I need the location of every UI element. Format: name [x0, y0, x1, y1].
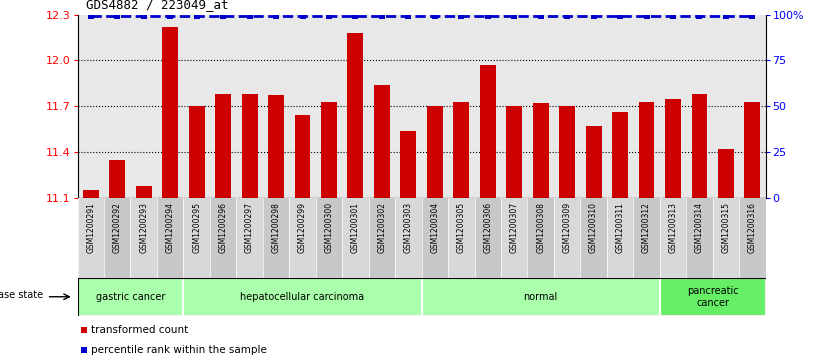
Bar	[739, 198, 766, 278]
Bar	[321, 102, 337, 198]
Bar	[395, 198, 422, 278]
Bar	[78, 278, 183, 316]
Bar	[533, 103, 549, 198]
Bar	[342, 198, 369, 278]
Bar	[104, 198, 130, 278]
Bar	[422, 198, 448, 278]
Text: GSM1200298: GSM1200298	[272, 202, 280, 253]
Text: GSM1200291: GSM1200291	[86, 202, 95, 253]
Text: GSM1200306: GSM1200306	[483, 202, 492, 253]
Bar	[713, 198, 739, 278]
Bar	[527, 198, 554, 278]
Bar	[183, 198, 210, 278]
Bar	[188, 106, 204, 198]
Text: GSM1200296: GSM1200296	[219, 202, 228, 253]
Bar	[665, 98, 681, 198]
Text: GDS4882 / 223049_at: GDS4882 / 223049_at	[86, 0, 229, 11]
Bar	[448, 198, 475, 278]
Bar	[242, 94, 258, 198]
Text: GSM1200297: GSM1200297	[245, 202, 254, 253]
Text: gastric cancer: gastric cancer	[96, 292, 165, 302]
Bar	[236, 198, 263, 278]
Text: GSM1200308: GSM1200308	[536, 202, 545, 253]
Text: transformed count: transformed count	[91, 325, 188, 335]
Text: GSM1200311: GSM1200311	[615, 202, 625, 253]
Bar	[607, 198, 633, 278]
Text: GSM1200313: GSM1200313	[669, 202, 677, 253]
Bar	[400, 131, 416, 198]
Text: GSM1200316: GSM1200316	[748, 202, 757, 253]
Text: GSM1200294: GSM1200294	[166, 202, 174, 253]
Text: GSM1200309: GSM1200309	[563, 202, 571, 253]
Bar	[745, 102, 761, 198]
Text: GSM1200302: GSM1200302	[378, 202, 386, 253]
Text: GSM1200314: GSM1200314	[695, 202, 704, 253]
Bar	[263, 198, 289, 278]
Bar	[294, 115, 310, 198]
Bar	[559, 106, 575, 198]
Bar	[612, 112, 628, 198]
Bar	[78, 198, 104, 278]
Text: GSM1200312: GSM1200312	[642, 202, 651, 253]
Bar	[585, 126, 601, 198]
Bar	[454, 102, 470, 198]
Text: GSM1200304: GSM1200304	[430, 202, 440, 253]
Text: disease state: disease state	[0, 290, 43, 300]
Text: percentile rank within the sample: percentile rank within the sample	[91, 345, 267, 355]
Text: pancreatic
cancer: pancreatic cancer	[687, 286, 738, 307]
Bar	[660, 278, 766, 316]
Bar	[215, 94, 231, 198]
Bar	[475, 198, 501, 278]
Bar	[136, 185, 152, 198]
Bar	[506, 106, 522, 198]
Bar	[580, 198, 607, 278]
Text: GSM1200305: GSM1200305	[457, 202, 465, 253]
Bar	[109, 160, 125, 198]
Text: GSM1200310: GSM1200310	[589, 202, 598, 253]
Bar	[633, 198, 660, 278]
Bar	[480, 65, 495, 198]
Text: GSM1200303: GSM1200303	[404, 202, 413, 253]
Bar	[210, 198, 236, 278]
Text: GSM1200292: GSM1200292	[113, 202, 122, 253]
Text: GSM1200300: GSM1200300	[324, 202, 334, 253]
Bar	[639, 102, 655, 198]
Bar	[686, 198, 713, 278]
Bar	[183, 278, 421, 316]
Bar	[268, 95, 284, 198]
Bar	[348, 33, 364, 198]
Text: GSM1200301: GSM1200301	[351, 202, 360, 253]
Text: GSM1200299: GSM1200299	[298, 202, 307, 253]
Bar	[130, 198, 157, 278]
Bar	[718, 149, 734, 198]
Bar	[369, 198, 395, 278]
Text: GSM1200295: GSM1200295	[192, 202, 201, 253]
Bar	[157, 198, 183, 278]
Text: normal: normal	[524, 292, 558, 302]
Bar	[374, 85, 389, 198]
Bar	[83, 190, 98, 198]
Bar	[501, 198, 527, 278]
Bar	[289, 198, 316, 278]
Bar	[427, 106, 443, 198]
Bar	[554, 198, 580, 278]
Bar	[316, 198, 342, 278]
Bar	[163, 27, 178, 198]
Text: hepatocellular carcinoma: hepatocellular carcinoma	[240, 292, 364, 302]
Bar	[660, 198, 686, 278]
Text: GSM1200307: GSM1200307	[510, 202, 519, 253]
Bar	[691, 94, 707, 198]
Bar	[422, 278, 660, 316]
Text: GSM1200293: GSM1200293	[139, 202, 148, 253]
Text: GSM1200315: GSM1200315	[721, 202, 731, 253]
